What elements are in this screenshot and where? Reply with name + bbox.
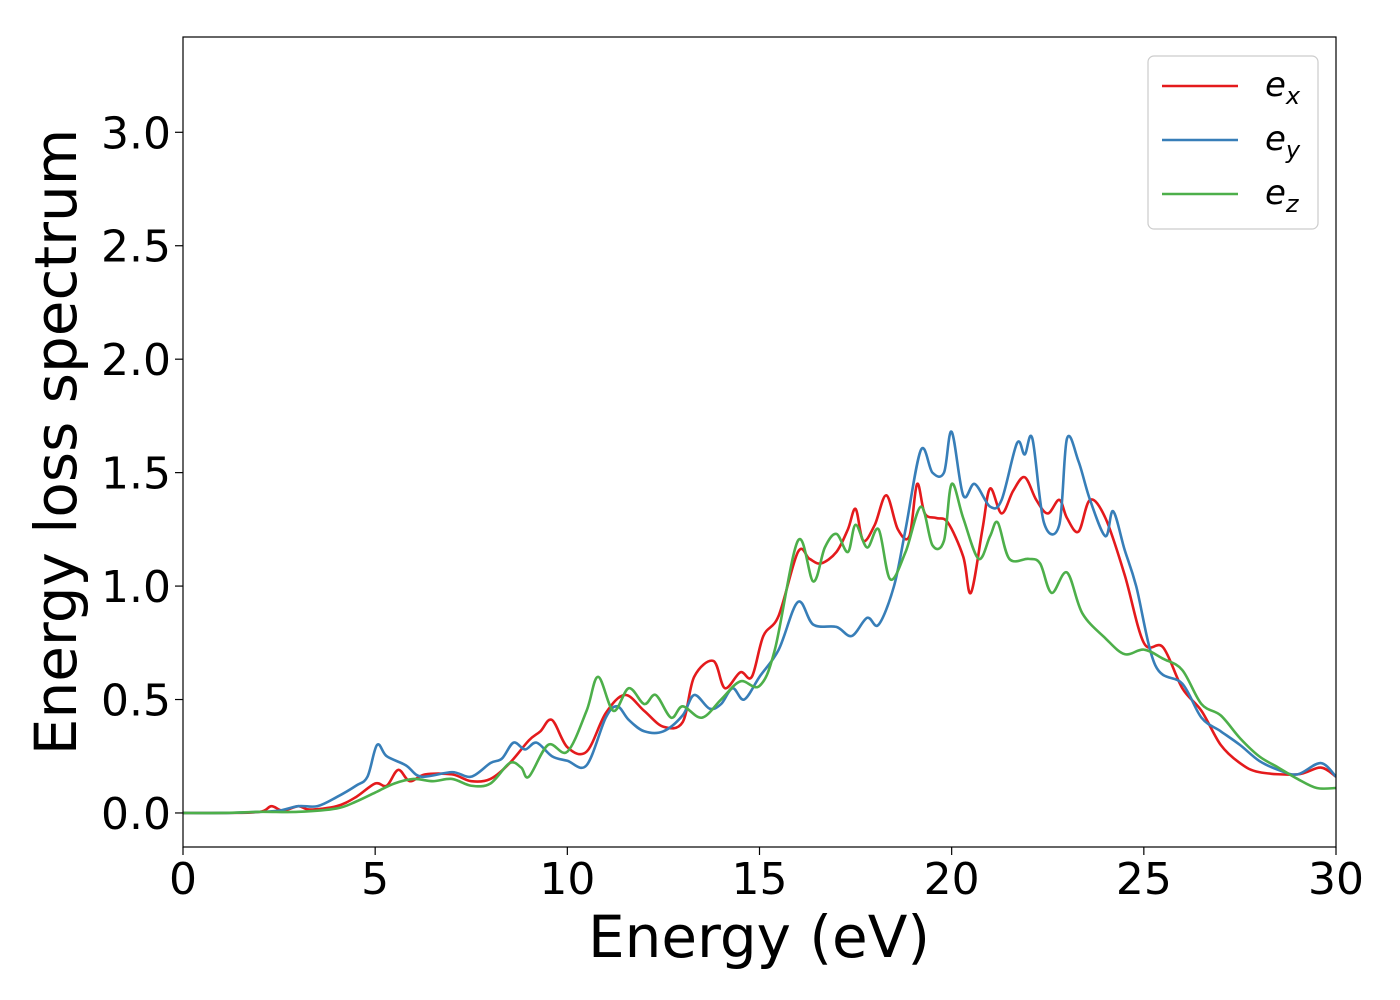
legend-label-ex: ex [1265,65,1301,110]
y-tick-label: 1.5 [101,449,171,500]
x-tick-label: 0 [169,854,197,905]
x-axis-label: Energy (eV) [588,903,930,971]
series-line-ez [183,482,1336,815]
legend-label-ey: ey [1265,119,1301,164]
legend: ex ey ez [1147,55,1319,230]
y-axis-label: Energy loss spectrum [22,129,90,755]
series-line-ey [183,430,1336,815]
series-layer [183,430,1336,815]
x-axis: 0 5 10 15 20 25 30 [169,847,1364,905]
legend-label-ez: ez [1265,173,1300,218]
legend-frame [1147,55,1319,230]
y-tick-label: 0.5 [101,676,171,727]
x-tick-label: 30 [1308,854,1364,905]
x-tick-label: 15 [732,854,788,905]
x-tick-label: 25 [1116,854,1172,905]
y-axis: 0.0 0.5 1.0 1.5 2.0 2.5 3.0 [101,108,183,840]
x-tick-label: 5 [361,854,389,905]
y-tick-label: 2.0 [101,335,171,386]
x-tick-label: 20 [924,854,980,905]
y-tick-label: 3.0 [101,108,171,159]
y-tick-label: 1.0 [101,562,171,613]
y-tick-label: 2.5 [101,222,171,273]
legend-entries: ex ey ez [1162,65,1301,218]
x-tick-label: 10 [539,854,595,905]
series-line-ex [183,475,1336,815]
y-tick-label: 0.0 [101,789,171,840]
